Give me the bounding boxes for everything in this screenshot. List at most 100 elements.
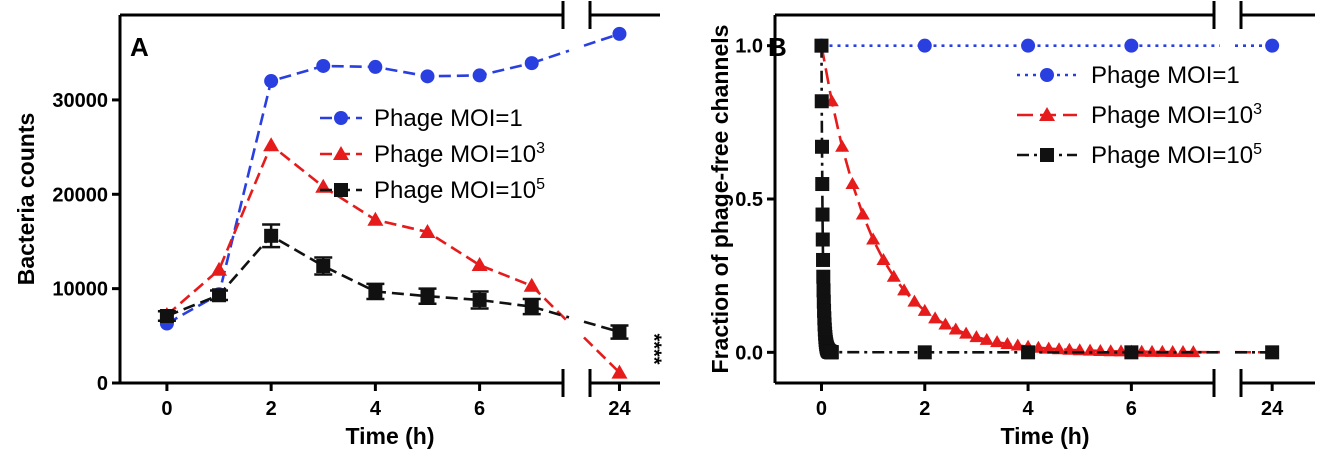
panel-a-series-1-marker [524,56,539,71]
panel-a-significance-annotation: **** [642,333,664,364]
panel-a-series-1-line-from-break [583,32,620,47]
panel-b-series-2-marker [948,322,963,335]
panel-a-series-3-marker [316,258,331,273]
panel-b-series-2-marker [835,139,850,152]
panel-a-series-2-marker [523,277,540,292]
panel-b-series-2-marker [876,252,891,265]
panel-a-series-2-marker [211,261,228,276]
panel-a-series-1-marker [612,26,627,41]
panel-b-series-3-marker [814,38,829,53]
panel-b-series-3-legend-label: Phage MOI=105 [1091,141,1262,169]
panel-a-series-1-marker [316,58,331,73]
panel-b-series-1-marker [917,38,932,53]
panel-b-series-3-marker [1021,345,1036,360]
panel-b-series-2-marker [1155,344,1170,357]
panel-b-series-3-marker [814,139,829,154]
panel-b-series-2-marker [1083,343,1098,356]
panel-a-series-2-line [166,143,533,317]
panel-b-y-axis-label: Fraction of phage-free channels [707,25,733,374]
panel-b-x-tick-label: 2 [919,398,930,420]
panel-b-x-tick-label: 24 [1261,398,1284,420]
panel-b-series-2-marker [928,311,943,324]
panel-b-series-2-marker [917,303,932,316]
panel-b-series-1-marker [1021,38,1036,53]
panel-b-series-1-marker [1124,38,1139,53]
panel-b-series-2-marker [845,177,860,190]
panel-b-series-2-marker [866,232,881,245]
panel-b-series-3-marker [816,269,831,284]
panel-a-series-1-legend-label: Phage MOI=1 [374,105,523,132]
panel-a-series-2-marker [367,211,384,226]
panel-b-y-tick-label: 1.0 [735,36,763,58]
panel-b-series-2-marker [1041,341,1056,354]
panel-b-series-2-line [820,45,1194,354]
panel-b-x-axis-label: Time (h) [1000,423,1089,449]
panel-b-x-tick-label: 4 [1023,398,1035,420]
panel-b-series-3-marker [1124,345,1139,360]
panel-b-series-3-marker [824,345,839,360]
panel-b-series-2-marker [907,294,922,307]
panel-a-series-3-line [166,234,532,318]
panel-b-series-2-marker [1145,344,1160,357]
panel-b-series-2-marker [990,335,1005,348]
panel-a-x-tick-label: 4 [370,398,382,420]
panel-a-x-axis-label: Time (h) [345,423,434,449]
panel-b-series-1-marker [1265,38,1280,53]
panel-b-series-3-line [820,45,1132,354]
panel-b-series-1-legend-label: Phage MOI=1 [1091,62,1240,89]
panel-b-series-3-marker [815,207,830,222]
panel-b-series-3-marker [815,177,830,192]
panel-a-series-2-marker [263,137,280,152]
panel-b-series-2-legend-superscript: 3 [1253,101,1262,118]
panel-a-series-2-marker [471,257,488,272]
panel-a-series-2-line-to-break [530,284,570,324]
panel-a-series-1-marker [420,69,435,84]
panel-b-series-2-legend-label: Phage MOI=103 [1091,101,1262,129]
panel-b-series-3-marker [814,94,829,109]
panel-b-series-2-marker [979,332,994,345]
panel-b-y-tick-label: 0.5 [735,189,763,211]
panel-b-series-2-marker [855,207,870,220]
panel-b-series-3-marker [816,252,831,267]
panel-b-series-3-legend-marker [1040,148,1054,162]
panel-a-y-tick-label: 30000 [52,90,108,112]
panel-a-series-3-marker [420,289,435,304]
panel-b-series-2-marker [886,269,901,282]
panel-b-series-1-legend-marker [1040,68,1054,82]
panel-a-x-tick-label: 2 [266,398,277,420]
panel-a-y-tick-label: 0 [97,373,108,395]
panel-b-series-2-legend-marker [1039,107,1055,121]
panel-b-series-3-marker [816,283,831,298]
panel-a-series-3-marker [524,299,539,314]
panel-a-series-2-legend-label: Phage MOI=103 [374,140,545,168]
panel-a-series-1-line [166,61,532,325]
panel-a-series-1-marker [368,59,383,74]
panel-b-series-3-legend-superscript: 5 [1253,141,1262,158]
panel-a-x-tick-label: 0 [161,398,172,420]
panel-a-series-2-marker [611,364,628,379]
panel-a-series-3-marker [212,288,227,303]
panel-b-panel-label: B [768,32,787,62]
panel-b-series-2-marker [969,330,984,343]
panel-a-series-3-marker [612,325,627,340]
panel-a-series-3-line-from-break [583,320,620,334]
panel-b-series-2-marker [1165,344,1180,357]
panel-b-x-tick-label: 6 [1126,398,1137,420]
panel-b-series-3-marker [1265,345,1280,360]
panel-a-panel-label: A [130,32,149,62]
panel-a-series-3-marker [368,284,383,299]
panel-b-series-2-marker [938,317,953,330]
panel-a-series-2-legend-superscript: 3 [536,140,545,157]
panel-a-y-axis-label: Bacteria counts [13,113,39,286]
panel-b-y-tick-label: 0.0 [735,342,763,364]
panel-a-series-2-line-from-break [583,336,621,374]
panel-a-series-3-legend-marker [334,183,348,197]
panel-a-series-3-marker [472,292,487,307]
panel-b-series-3-marker [917,345,932,360]
panel-a-y-tick-label: 20000 [52,184,108,206]
panel-a-series-1-marker [472,68,487,83]
panel-b-series-2-marker [897,283,912,296]
panel-b-series-2-marker [1000,336,1015,349]
panel-a-series-3-marker [159,309,174,324]
